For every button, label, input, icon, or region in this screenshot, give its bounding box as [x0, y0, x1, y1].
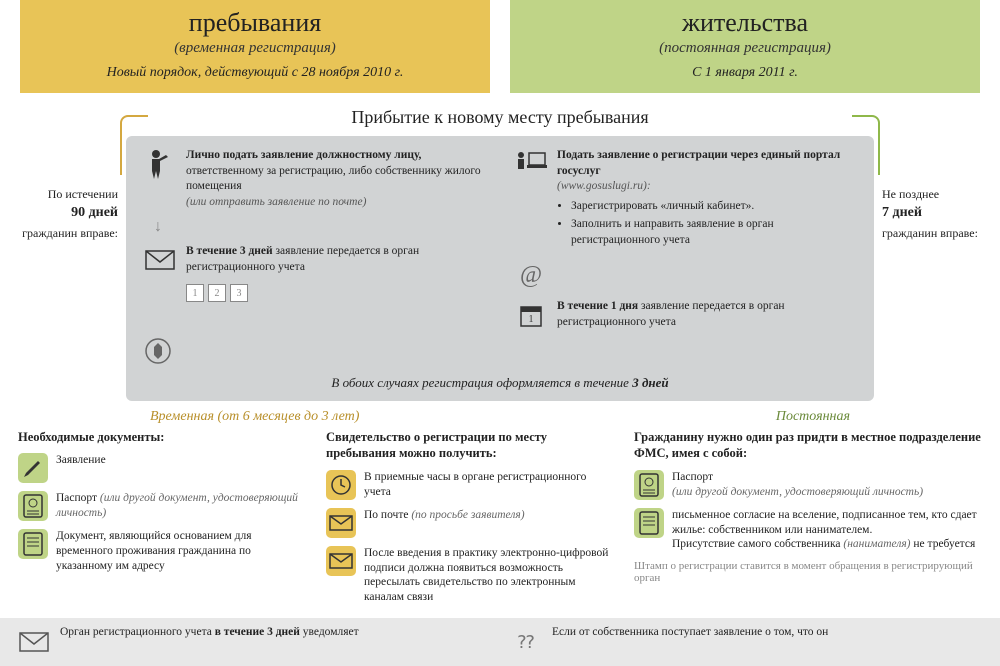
- doc-item: Документ, являющийся основанием для врем…: [18, 529, 308, 574]
- header-right-date: С 1 января 2011 г.: [530, 65, 960, 81]
- doc-icon: [18, 529, 48, 559]
- computer-icon: [515, 148, 547, 180]
- passport-icon: [634, 470, 664, 500]
- gray-footer: В обоих случаях регистрация оформляется …: [144, 375, 856, 391]
- arrow-down-icon: ↓: [154, 218, 485, 236]
- col-fms: Гражданину нужно один раз придти в местн…: [634, 429, 982, 613]
- branch-temporary: Временная (от 6 месяцев до 3 лет): [150, 409, 359, 425]
- header-left-sub: (временная регистрация): [40, 40, 470, 57]
- passport-icon: [18, 491, 48, 521]
- process-col-online: Подать заявление о регистрации через еди…: [515, 148, 856, 331]
- branch-permanent: Постоянная: [776, 409, 850, 425]
- doc-item: Паспорт(или другой документ, удостоверяю…: [634, 470, 982, 500]
- envelope-icon: [144, 244, 176, 276]
- header-temporary: пребывания (временная регистрация) Новый…: [20, 0, 490, 93]
- header-left-title: пребывания: [40, 8, 470, 38]
- day-boxes: 1 2 3: [186, 284, 485, 302]
- svg-text:1: 1: [529, 314, 534, 325]
- footer-bar: Орган регистрационного учета в течение 3…: [0, 618, 1000, 666]
- header-left-date: Новый порядок, действующий с 28 ноября 2…: [40, 65, 470, 81]
- clock-icon: [326, 470, 356, 500]
- doc-item: Заявление: [18, 453, 308, 483]
- process-col-inperson: Лично подать заявление должностному лицу…: [144, 148, 485, 331]
- calendar-icon: 1: [515, 299, 547, 331]
- header-permanent: жительства (постоянная регистрация) С 1 …: [510, 0, 980, 93]
- at-icon: @: [515, 259, 547, 291]
- person-icon: [144, 148, 176, 180]
- col-documents: Необходимые документы: ЗаявлениеПаспорт …: [18, 429, 308, 613]
- emblem-icon: [144, 337, 856, 365]
- col-certificate: Свидетельство о регистрации по месту пре…: [326, 429, 616, 613]
- side-note-right: Не позднее 7 дней гражданин вправе:: [882, 136, 982, 401]
- mail-icon: [326, 508, 356, 538]
- header-right-title: жительства: [530, 8, 960, 38]
- doc-item: В приемные часы в органе регистрационног…: [326, 470, 616, 500]
- mail-icon: [326, 546, 356, 576]
- doc-item: По почте (по просьбе заявителя): [326, 508, 616, 538]
- doc-item: После введения в практику электронно-циф…: [326, 546, 616, 606]
- side-note-left: По истечении 90 дней гражданин вправе:: [18, 136, 118, 401]
- doc-item: письменное согласие на вселение, подписа…: [634, 508, 982, 553]
- question-icon: ⁇: [510, 626, 542, 658]
- doc-item: Паспорт (или другой документ, удостоверя…: [18, 491, 308, 521]
- envelope-icon: [18, 626, 50, 658]
- header-right-sub: (постоянная регистрация): [530, 40, 960, 57]
- process-box: Лично подать заявление должностному лицу…: [126, 136, 874, 401]
- section-title: Прибытие к новому месту пребывания: [0, 107, 1000, 128]
- pen-icon: [18, 453, 48, 483]
- doc-icon: [634, 508, 664, 538]
